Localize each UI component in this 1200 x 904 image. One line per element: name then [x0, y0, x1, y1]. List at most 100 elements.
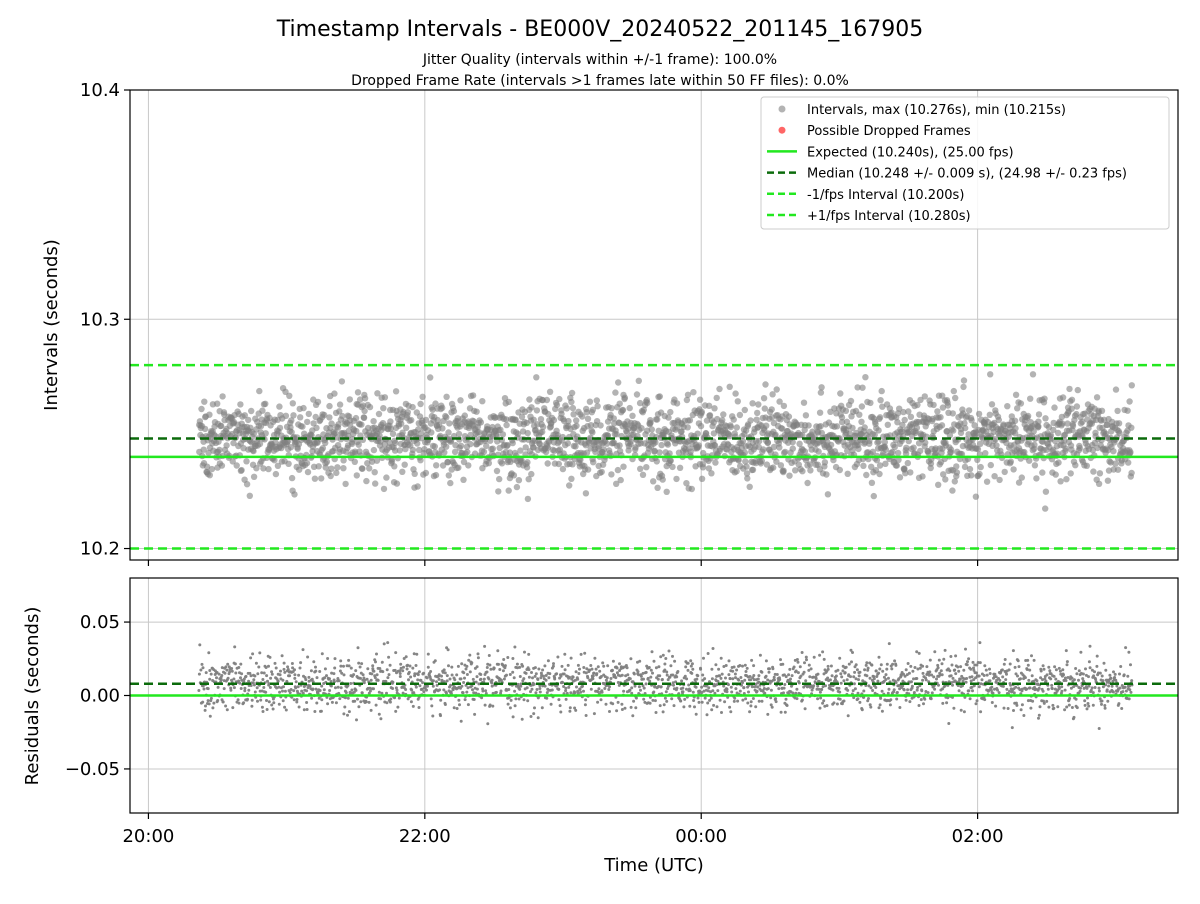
residual-point: [591, 677, 595, 681]
residual-point: [982, 674, 986, 677]
interval-point: [932, 445, 939, 452]
residual-point: [574, 708, 578, 712]
interval-point: [201, 398, 208, 405]
residual-point: [1057, 687, 1061, 690]
interval-point: [1055, 459, 1062, 466]
interval-point: [868, 479, 876, 486]
interval-point: [901, 416, 908, 424]
residual-point: [964, 680, 968, 684]
residual-point: [437, 677, 441, 681]
interval-point: [370, 418, 377, 425]
residual-point: [256, 699, 259, 703]
interval-point: [509, 439, 516, 447]
interval-point: [443, 393, 450, 400]
residual-point: [543, 684, 547, 688]
residual-point: [1104, 668, 1108, 672]
legend-box: [760, 96, 1170, 230]
residual-point: [777, 687, 781, 691]
residual-point: [756, 685, 759, 689]
residual-point: [507, 688, 511, 691]
residual-point: [294, 686, 298, 690]
residual-point: [753, 685, 757, 689]
interval-point: [676, 464, 684, 471]
residual-point: [591, 674, 595, 678]
interval-point: [726, 383, 733, 390]
interval-point: [961, 463, 969, 471]
interval-point: [434, 416, 441, 424]
residual-point: [305, 708, 309, 711]
residual-point: [887, 687, 891, 691]
residual-point: [474, 680, 478, 684]
residual-point: [256, 672, 260, 676]
residual-point: [1012, 709, 1015, 712]
residual-point: [1049, 677, 1053, 681]
residual-point: [712, 703, 716, 707]
residual-point: [855, 668, 859, 672]
residual-point: [729, 710, 733, 714]
residual-point: [979, 710, 983, 714]
residual-point: [966, 660, 969, 664]
residual-point: [305, 689, 309, 693]
interval-point: [1029, 371, 1037, 378]
residual-point: [974, 676, 978, 680]
interval-point: [1072, 462, 1079, 469]
legend-marker-0: [778, 105, 786, 113]
residual-point: [630, 691, 634, 695]
interval-point: [859, 384, 866, 391]
interval-point: [780, 402, 788, 410]
residual-point: [1052, 674, 1056, 678]
residual-point: [608, 710, 611, 713]
residual-point: [667, 649, 671, 653]
residual-point: [971, 660, 975, 664]
interval-point: [823, 471, 830, 478]
interval-point: [1128, 382, 1136, 389]
residual-point: [716, 689, 720, 693]
residual-point: [239, 687, 243, 690]
residual-point: [783, 710, 787, 714]
interval-point: [902, 450, 910, 457]
residual-point: [531, 676, 534, 680]
interval-point: [656, 449, 663, 456]
interval-point: [776, 444, 783, 451]
residual-point: [766, 678, 770, 682]
residual-point: [615, 666, 619, 670]
chart-subtitle-jitter: Jitter Quality (intervals within +/-1 fr…: [422, 52, 777, 68]
residual-point: [1039, 669, 1043, 673]
residual-point: [1091, 703, 1095, 707]
residual-point: [566, 663, 570, 667]
interval-point: [573, 417, 580, 424]
residual-point: [546, 659, 550, 663]
residual-point: [819, 696, 823, 700]
interval-point: [539, 423, 547, 431]
interval-point: [1030, 428, 1037, 435]
interval-point: [708, 470, 715, 477]
interval-point: [949, 487, 956, 494]
residual-point: [749, 700, 753, 704]
residual-point: [949, 655, 953, 658]
interval-point: [594, 403, 601, 410]
residual-point: [828, 678, 832, 682]
residual-point: [1103, 706, 1107, 710]
residual-point: [1123, 685, 1127, 689]
interval-point: [217, 422, 225, 429]
residual-point: [307, 675, 311, 679]
residual-point: [357, 705, 361, 709]
interval-point: [479, 398, 486, 405]
interval-point: [288, 428, 295, 436]
residual-point: [463, 676, 466, 680]
residual-point: [988, 667, 991, 671]
interval-point: [1021, 448, 1028, 456]
interval-point: [1059, 420, 1066, 427]
residual-point: [838, 690, 842, 694]
residual-point: [748, 710, 752, 714]
interval-point: [1008, 413, 1015, 420]
residual-point: [216, 699, 220, 702]
interval-point: [972, 493, 980, 500]
interval-point: [327, 472, 334, 480]
residual-point: [622, 689, 626, 693]
residual-point: [1006, 707, 1010, 710]
residual-point: [412, 691, 416, 695]
residual-point: [1028, 686, 1032, 690]
interval-point: [315, 463, 322, 470]
interval-point: [1027, 395, 1034, 402]
